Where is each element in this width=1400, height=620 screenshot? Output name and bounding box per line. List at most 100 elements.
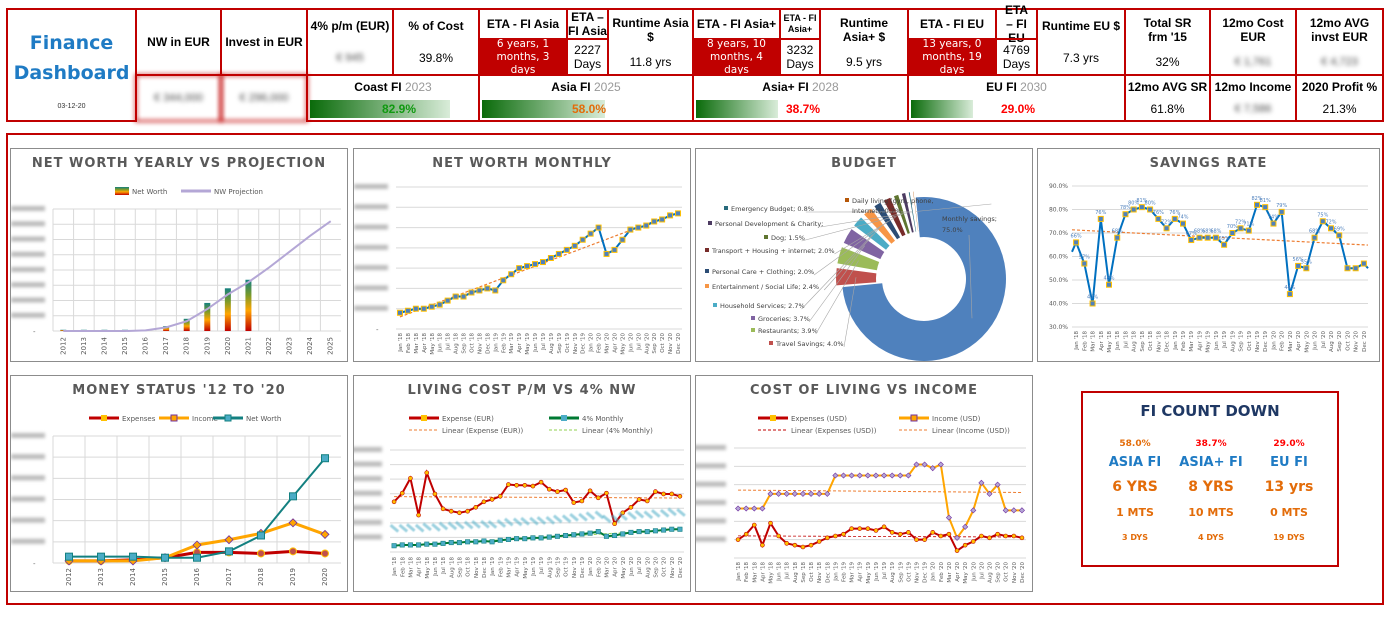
x-tick-label: Jan '19 — [833, 562, 839, 582]
y-tick-label-blurred — [354, 265, 388, 271]
data-label: 70% — [1227, 224, 1238, 230]
point-expenses — [784, 541, 790, 546]
point-expenses — [833, 533, 838, 539]
trendline — [1071, 229, 1369, 246]
point-income — [1010, 507, 1017, 514]
line-nw-projection — [63, 220, 332, 332]
point-4pct — [497, 537, 503, 543]
point-4pct — [432, 541, 438, 547]
point-expense — [408, 475, 413, 481]
point-expenses — [1011, 533, 1017, 539]
x-tick-label: Apr '18 — [422, 333, 428, 353]
point-income — [954, 534, 961, 541]
y-tick-label-blurred — [696, 445, 726, 450]
point-expense — [465, 508, 470, 514]
x-tick-label: May '19 — [1206, 331, 1212, 353]
point-savings-rate — [1352, 265, 1359, 272]
point-net-worth — [225, 547, 233, 556]
budget-slice — [836, 268, 877, 286]
eta-asiap-value: 8 years, 10 months, 4 days — [692, 38, 781, 76]
x-tick-label: 2016 — [193, 567, 201, 585]
point-expenses — [800, 544, 806, 550]
point-4pct — [603, 533, 609, 539]
y-tick-label-blurred — [11, 454, 45, 460]
data-label-blurred — [634, 509, 645, 519]
point-expense — [563, 487, 568, 493]
budget-slice — [883, 197, 906, 237]
legend-marker — [910, 414, 918, 422]
x-tick-label: Aug '20 — [1329, 331, 1335, 352]
point-net-worth — [412, 305, 419, 312]
point-net-worth — [420, 305, 427, 312]
x-tick-label: Dec '19 — [580, 557, 586, 578]
point-expense — [506, 482, 511, 487]
legend-label: 4% Monthly — [582, 415, 623, 423]
point-income — [1018, 507, 1025, 514]
x-tick-label: Jun '18 — [438, 333, 444, 353]
x-tick-label: 2015 — [161, 568, 169, 586]
avg-sr-value: 61.8% — [1150, 102, 1185, 116]
point-income — [759, 505, 766, 512]
point-4pct — [563, 533, 569, 539]
leader-line — [815, 260, 859, 335]
x-tick-label: Aug '19 — [890, 562, 896, 583]
y-tick-label-blurred — [354, 534, 382, 540]
legend-marker — [724, 206, 728, 210]
x-tick-label: Feb '18 — [1082, 331, 1088, 351]
legend-label: Net Worth — [132, 188, 167, 196]
point-net-worth — [547, 255, 554, 261]
legend-marker — [769, 341, 773, 345]
point-income — [1002, 507, 1009, 514]
x-tick-label: Jan '18 — [1074, 331, 1080, 351]
point-4pct — [465, 539, 471, 545]
x-tick-label: Jan '18 — [398, 333, 404, 353]
runtime-eu-cell: Runtime EU $7.3 yrs — [1036, 8, 1126, 76]
x-tick-label: Jun '19 — [531, 557, 537, 577]
point-net-worth — [539, 259, 546, 266]
point-net-worth — [635, 224, 642, 231]
data-label-blurred — [676, 508, 686, 517]
point-savings-rate — [1360, 260, 1367, 267]
x-tick-label: Sep '19 — [555, 556, 561, 577]
x-tick-label: Apr '18 — [1099, 331, 1105, 351]
point-expense — [587, 488, 593, 494]
point-expenses — [897, 531, 903, 537]
nw-value: € 344,000 — [135, 74, 222, 122]
point-net-worth — [404, 307, 411, 314]
point-income — [824, 490, 831, 497]
y-tick-label-blurred — [354, 224, 388, 230]
x-tick-label: May '19 — [523, 557, 529, 579]
income12-value: € 7,586 — [1234, 103, 1272, 115]
legend-label: NW Projection — [214, 188, 263, 196]
budget-label: Personal Development & Charity; — [715, 220, 823, 228]
budget-slice — [864, 208, 896, 244]
x-tick-label: Nov '19 — [572, 557, 578, 578]
x-tick-label: Jun '18 — [1115, 331, 1121, 351]
countdown-months: 1 MTS — [1116, 506, 1154, 519]
x-tick-label: 2015 — [121, 337, 129, 355]
x-tick-label: Oct '18 — [1148, 331, 1154, 351]
legend-label: Linear (Expenses (USD)) — [791, 427, 877, 435]
point-income — [767, 490, 774, 497]
y-tick-label-blurred — [696, 518, 726, 524]
runtime-asia-cell: Runtime Asia $11.8 yrs — [607, 8, 694, 76]
point-net-worth — [129, 552, 137, 561]
data-label-blurred — [627, 511, 637, 521]
x-tick-label: 2019 — [289, 568, 297, 586]
point-income — [743, 505, 750, 512]
data-label-blurred — [569, 512, 579, 522]
point-expense — [489, 497, 495, 502]
x-tick-label: 2014 — [129, 567, 137, 585]
point-4pct — [587, 530, 593, 536]
point-income — [945, 514, 952, 521]
x-tick-label: Jun '18 — [777, 562, 783, 582]
legend-label: Linear (Income (USD)) — [932, 427, 1010, 435]
runtime-eu-value: 7.3 yrs — [1062, 51, 1099, 65]
point-savings-rate — [1295, 262, 1302, 269]
progress-bar — [482, 100, 605, 118]
point-income — [872, 472, 879, 479]
point-savings-rate — [1188, 237, 1195, 244]
data-label: 48% — [1103, 276, 1114, 282]
x-tick-label: Jul '19 — [882, 562, 888, 580]
x-tick-label: Aug '19 — [1230, 331, 1236, 352]
